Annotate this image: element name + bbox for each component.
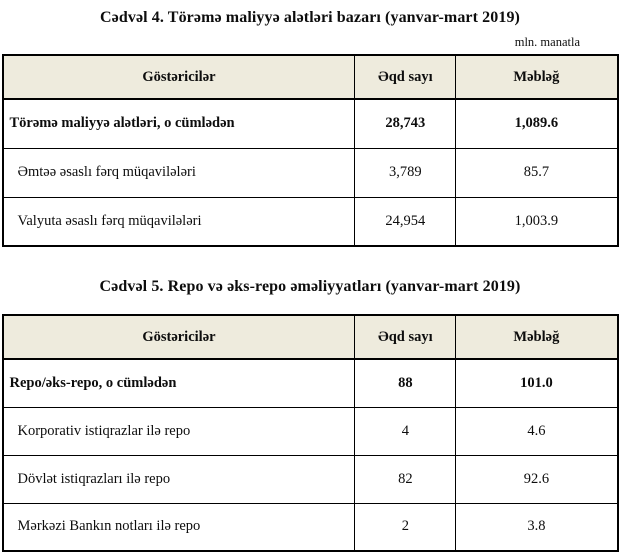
deals-cell: 3,789 [354, 147, 457, 198]
amount-cell: 3.8 [455, 502, 618, 552]
table-row-total: Repo/əks-repo, o cümlədən 88 101.0 [1, 358, 618, 408]
row-label: Mərkəzi Bankın notları ilə repo [1, 502, 356, 552]
deals-cell: 4 [354, 406, 457, 456]
amount-cell: 4.6 [455, 406, 618, 456]
table-row-total: Törəmə maliyyə alətləri, o cümlədən 28,7… [1, 98, 618, 149]
table5-col-header-deal-count: Əqd sayı [354, 314, 457, 360]
row-label: Dövlət istiqrazları ilə repo [1, 454, 356, 504]
amount-cell: 1,003.9 [455, 196, 618, 247]
table5-title: Cədvəl 5. Repo və əks-repo əməliyyatları… [99, 278, 521, 295]
table-row: Korporativ istiqrazlar ilə repo 4 4.6 [1, 406, 618, 456]
table4: Göstəricilər Əqd sayı Məbləğ Törəmə mali… [1, 54, 619, 247]
table4-col-header-deal-count: Əqd sayı [354, 54, 457, 100]
deals-cell: 88 [354, 358, 457, 408]
unit-note: mln. manatla [514, 35, 580, 49]
deals-cell: 2 [354, 502, 457, 552]
table-row: Əmtəə əsaslı fərq müqavilələri 3,789 85.… [1, 147, 618, 198]
amount-cell: 1,089.6 [455, 98, 618, 149]
table5-col-header-indicators: Göstəricilər [1, 314, 356, 360]
table-row: Mərkəzi Bankın notları ilə repo 2 3.8 [1, 502, 618, 552]
row-label: Repo/əks-repo, o cümlədən [1, 358, 356, 408]
amount-cell: 101.0 [455, 358, 618, 408]
deals-cell: 24,954 [354, 196, 457, 247]
deals-cell: 28,743 [354, 98, 457, 149]
table-row: Valyuta əsaslı fərq müqavilələri 24,954 … [1, 196, 618, 247]
amount-cell: 92.6 [455, 454, 618, 504]
deals-cell: 82 [354, 454, 457, 504]
table4-col-header-amount: Məbləğ [455, 54, 618, 100]
row-label: Valyuta əsaslı fərq müqavilələri [1, 196, 356, 247]
table-row: Dövlət istiqrazları ilə repo 82 92.6 [1, 454, 618, 504]
table4-header-row: Göstəricilər Əqd sayı Məbləğ [1, 54, 618, 100]
table5-col-header-amount: Məbləğ [455, 314, 618, 360]
table5: Göstəricilər Əqd sayı Məbləğ Repo/əks-re… [1, 314, 619, 552]
row-label: Korporativ istiqrazlar ilə repo [1, 406, 356, 456]
table4-title: Cədvəl 4. Törəmə maliyyə alətləri bazarı… [99, 9, 520, 26]
table5-header-row: Göstəricilər Əqd sayı Məbləğ [1, 314, 618, 360]
table4-col-header-indicators: Göstəricilər [1, 54, 356, 100]
row-label: Əmtəə əsaslı fərq müqavilələri [1, 147, 356, 198]
row-label: Törəmə maliyyə alətləri, o cümlədən [1, 98, 356, 149]
amount-cell: 85.7 [455, 147, 618, 198]
